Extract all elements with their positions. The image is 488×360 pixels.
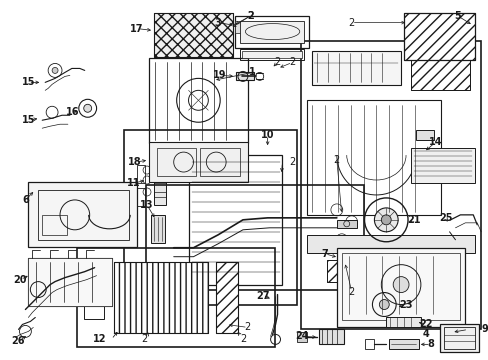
Bar bbox=[149, 142, 247, 182]
Bar bbox=[301, 41, 480, 329]
Bar bbox=[28, 258, 112, 306]
Bar bbox=[297, 332, 306, 342]
Bar bbox=[114, 262, 208, 333]
Bar bbox=[341, 253, 460, 320]
Bar bbox=[151, 215, 164, 243]
Text: 26: 26 bbox=[12, 336, 25, 346]
Bar bbox=[439, 324, 478, 352]
Bar bbox=[42, 215, 67, 235]
Bar bbox=[410, 50, 469, 90]
Bar bbox=[216, 262, 238, 333]
Text: 2: 2 bbox=[274, 58, 280, 67]
Circle shape bbox=[381, 215, 390, 225]
Text: 2: 2 bbox=[288, 58, 295, 67]
Text: 2: 2 bbox=[244, 323, 250, 332]
Bar bbox=[200, 148, 240, 176]
Bar bbox=[137, 165, 145, 183]
Text: 4: 4 bbox=[422, 329, 428, 339]
Bar bbox=[38, 190, 129, 240]
Text: 2: 2 bbox=[141, 334, 147, 345]
Text: 16: 16 bbox=[66, 107, 80, 117]
Text: 2: 2 bbox=[348, 18, 354, 28]
Bar bbox=[154, 13, 233, 58]
Bar bbox=[28, 182, 137, 247]
Bar bbox=[236, 72, 253, 80]
Bar bbox=[216, 262, 238, 333]
Circle shape bbox=[379, 300, 388, 310]
Text: 27: 27 bbox=[255, 291, 269, 301]
Text: 10: 10 bbox=[261, 130, 274, 140]
Text: 18: 18 bbox=[128, 157, 142, 167]
Bar bbox=[311, 50, 400, 85]
Text: 23: 23 bbox=[399, 300, 412, 310]
Bar bbox=[137, 188, 145, 206]
Text: 24: 24 bbox=[295, 332, 308, 341]
Bar bbox=[443, 328, 474, 349]
Text: 21: 21 bbox=[407, 215, 420, 225]
Circle shape bbox=[392, 276, 408, 293]
Bar bbox=[318, 329, 343, 345]
Text: 11: 11 bbox=[127, 178, 141, 188]
Bar bbox=[240, 49, 304, 60]
Bar bbox=[149, 58, 247, 143]
Bar bbox=[235, 15, 308, 48]
Bar bbox=[114, 262, 208, 333]
Bar bbox=[364, 339, 374, 349]
Text: 5: 5 bbox=[453, 11, 460, 21]
Bar bbox=[146, 185, 363, 289]
Text: 19: 19 bbox=[213, 71, 226, 80]
Bar bbox=[154, 192, 165, 197]
Text: 13: 13 bbox=[140, 200, 153, 210]
Bar bbox=[388, 339, 418, 349]
Text: 3: 3 bbox=[214, 18, 221, 28]
Text: 7: 7 bbox=[321, 249, 327, 259]
Text: 6: 6 bbox=[22, 195, 29, 205]
Text: 2: 2 bbox=[239, 334, 245, 345]
Bar bbox=[306, 235, 474, 253]
Bar bbox=[336, 220, 356, 228]
Bar bbox=[336, 248, 465, 328]
Bar bbox=[326, 260, 465, 282]
Bar bbox=[386, 318, 420, 328]
Bar bbox=[154, 175, 165, 205]
Circle shape bbox=[374, 208, 397, 232]
Text: 22: 22 bbox=[418, 319, 432, 329]
Bar bbox=[306, 100, 440, 215]
Text: 12: 12 bbox=[93, 334, 106, 345]
Text: 9: 9 bbox=[481, 324, 488, 334]
Bar bbox=[326, 260, 465, 282]
Bar bbox=[403, 13, 474, 60]
Bar bbox=[154, 178, 165, 183]
Text: 15: 15 bbox=[21, 77, 35, 87]
Bar bbox=[240, 21, 304, 42]
Bar bbox=[403, 13, 474, 60]
Text: 20: 20 bbox=[14, 275, 27, 285]
Circle shape bbox=[52, 67, 58, 73]
Circle shape bbox=[83, 104, 91, 112]
Bar bbox=[124, 130, 297, 305]
Text: 2: 2 bbox=[247, 11, 253, 21]
Text: 14: 14 bbox=[428, 137, 442, 147]
Bar bbox=[157, 148, 196, 176]
Text: 2: 2 bbox=[348, 287, 354, 297]
Bar bbox=[154, 13, 233, 58]
Text: 2: 2 bbox=[247, 11, 254, 21]
Bar bbox=[83, 275, 103, 319]
Bar bbox=[188, 155, 282, 285]
Text: 1: 1 bbox=[249, 67, 256, 77]
Text: 2: 2 bbox=[333, 155, 339, 165]
Text: 8: 8 bbox=[427, 339, 433, 349]
Text: 15: 15 bbox=[21, 115, 35, 125]
Bar bbox=[415, 130, 433, 140]
Text: 2: 2 bbox=[288, 157, 295, 167]
Text: 25: 25 bbox=[438, 213, 451, 223]
Bar bbox=[235, 21, 240, 32]
Bar bbox=[242, 50, 302, 58]
Bar bbox=[410, 148, 474, 183]
Bar bbox=[410, 50, 469, 90]
Bar bbox=[77, 248, 274, 347]
Bar bbox=[28, 258, 112, 306]
Text: 17: 17 bbox=[130, 24, 143, 33]
